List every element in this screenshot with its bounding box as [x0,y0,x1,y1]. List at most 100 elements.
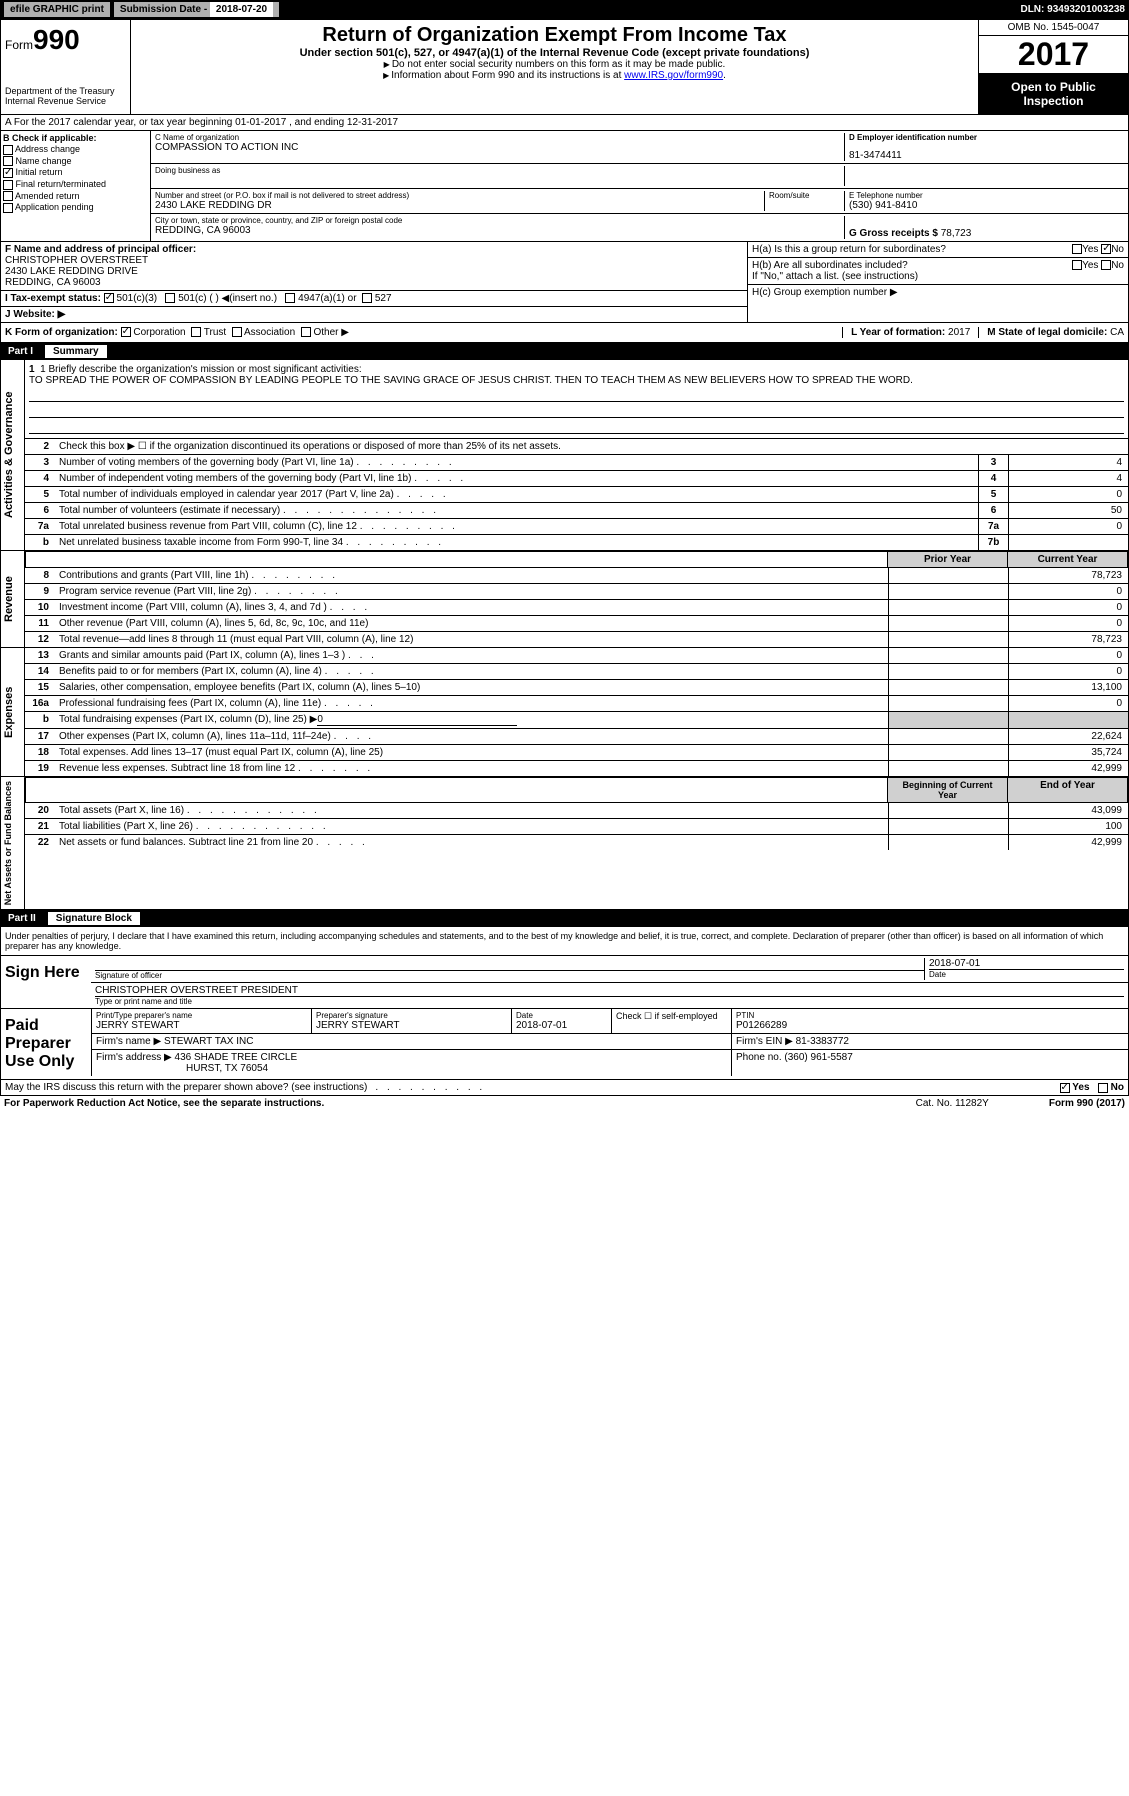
hb-yes[interactable] [1072,260,1082,270]
officer-addr: 2430 LAKE REDDING DRIVE [5,266,743,277]
irs-link[interactable]: www.IRS.gov/form990 [624,70,723,81]
m-val: CA [1110,327,1124,338]
chk-initial[interactable]: Initial return [3,167,148,178]
vlabel-rev: Revenue [1,551,25,647]
chk-address[interactable]: Address change [3,144,148,155]
f-label: F Name and address of principal officer: [5,244,743,255]
l16b-desc: Total fundraising expenses (Part IX, col… [59,714,317,725]
gross-cell: G Gross receipts $ 78,723 [844,216,1124,239]
part1-title: Summary [45,345,107,358]
l12-val: 78,723 [1008,632,1128,647]
no-label2: No [1111,260,1124,271]
l20-val: 43,099 [1008,803,1128,818]
m-label: M State of legal domicile: [987,327,1107,338]
chk-501c[interactable] [165,293,175,303]
chk-501c3[interactable] [104,293,114,303]
discuss-no[interactable] [1098,1083,1108,1093]
prep-check-label: Check ☐ if self-employed [611,1009,731,1033]
tel-label: E Telephone number [849,191,1124,200]
l7b-desc: Net unrelated business taxable income fr… [59,537,343,548]
line-7b: bNet unrelated business taxable income f… [25,535,1128,550]
line-2: 2Check this box ▶ ☐ if the organization … [25,439,1128,455]
col-b: B Check if applicable: Address change Na… [1,131,151,241]
dba-row: Doing business as [151,164,1128,189]
discuss-yes[interactable] [1060,1083,1070,1093]
chk-amended[interactable]: Amended return [3,191,148,202]
chk-initial-label: Initial return [16,167,63,177]
ha-no[interactable] [1101,244,1111,254]
hb-no[interactable] [1101,260,1111,270]
line-20: 20Total assets (Part X, line 16) . . . .… [25,803,1128,819]
l19-desc: Revenue less expenses. Subtract line 18 … [59,763,295,774]
foot-cat: Cat. No. 11282Y [916,1098,989,1109]
line-13: 13Grants and similar amounts paid (Part … [25,648,1128,664]
vlabel-gov: Activities & Governance [1,360,25,550]
row-klm: K Form of organization: Corporation Trus… [0,323,1129,343]
l16a-val: 0 [1008,696,1128,711]
ein: 81-3474411 [849,150,1124,161]
chk-name[interactable]: Name change [3,156,148,167]
chk-assoc[interactable] [232,327,242,337]
chk-4947[interactable] [285,293,295,303]
firm-addr: 436 SHADE TREE CIRCLE [175,1052,298,1063]
phone-label: Phone no. [736,1052,782,1063]
line-22: 22Net assets or fund balances. Subtract … [25,835,1128,850]
chk-name-label: Name change [16,156,72,166]
prep-sig-label: Preparer's signature [316,1011,507,1020]
chk-other[interactable] [301,327,311,337]
chk-trust[interactable] [191,327,201,337]
chk-application[interactable]: Application pending [3,202,148,213]
prep-label: Paid Preparer Use Only [1,1009,91,1079]
line-3: 3Number of voting members of the governi… [25,455,1128,471]
chk-corp[interactable] [121,327,131,337]
summary-net: Net Assets or Fund Balances Beginning of… [0,777,1129,910]
ein-cell: D Employer identification number 81-3474… [844,133,1124,161]
org-name: COMPASSION TO ACTION INC [155,142,844,153]
dept: Department of the Treasury Internal Reve… [5,86,126,106]
footer: For Paperwork Reduction Act Notice, see … [0,1096,1129,1111]
line-9: 9Program service revenue (Part VIII, lin… [25,584,1128,600]
line-21: 21Total liabilities (Part X, line 26) . … [25,819,1128,835]
hb-label: H(b) Are all subordinates included? [752,260,908,271]
l-label: L Year of formation: [851,327,945,338]
chk-final[interactable]: Final return/terminated [3,179,148,190]
ha-label: H(a) Is this a group return for subordin… [752,244,946,255]
l17-val: 22,624 [1008,729,1128,744]
opt-501c: 501(c) ( ) ◀(insert no.) [178,293,277,304]
f-officer: F Name and address of principal officer:… [1,242,747,291]
officer-city: REDDING, CA 96003 [5,277,743,288]
sign-here-row: Sign Here Signature of officer 2018-07-0… [1,955,1128,1008]
addr-row: Number and street (or P.O. box if mail i… [151,189,1128,214]
section-fghij: F Name and address of principal officer:… [0,242,1129,323]
line-11: 11Other revenue (Part VIII, column (A), … [25,616,1128,632]
sig-name: CHRISTOPHER OVERSTREET PRESIDENT [95,985,1124,997]
addr: 2430 LAKE REDDING DR [155,200,764,211]
l21-desc: Total liabilities (Part X, line 26) [59,821,193,832]
l2-desc: Check this box ▶ ☐ if the organization d… [55,439,1128,454]
chk-527[interactable] [362,293,372,303]
l14-val: 0 [1008,664,1128,679]
l21-val: 100 [1008,819,1128,834]
b-label: B Check if applicable: [3,133,148,143]
opt-corp: Corporation [133,327,185,338]
m-state: M State of legal domicile: CA [978,327,1124,338]
fghij-right: H(a) Is this a group return for subordin… [748,242,1128,322]
sig-label: Signature of officer [95,970,924,980]
ein-label: D Employer identification number [849,133,1124,142]
exp-content: 13Grants and similar amounts paid (Part … [25,648,1128,776]
ha-yes[interactable] [1072,244,1082,254]
net-hdr: Beginning of Current YearEnd of Year [25,777,1128,803]
discuss-text: May the IRS discuss this return with the… [5,1082,367,1093]
part1-header: Part I Summary [0,343,1129,360]
submission-label: Submission Date - 2018-07-20 [114,2,279,17]
l3-val: 4 [1008,455,1128,470]
hdr-left: Form990 Department of the Treasury Inter… [1,20,131,114]
current-label: Current Year [1007,552,1127,567]
rev-content: Prior YearCurrent Year 8Contributions an… [25,551,1128,647]
mission-label: 1 Briefly describe the organization's mi… [40,364,362,375]
form-num: 990 [33,24,80,55]
prep-row-1: Print/Type preparer's nameJERRY STEWART … [91,1009,1128,1034]
efile-label[interactable]: efile GRAPHIC print [4,2,110,17]
ptin-label: PTIN [736,1011,1124,1020]
yes-label2: Yes [1082,260,1098,271]
